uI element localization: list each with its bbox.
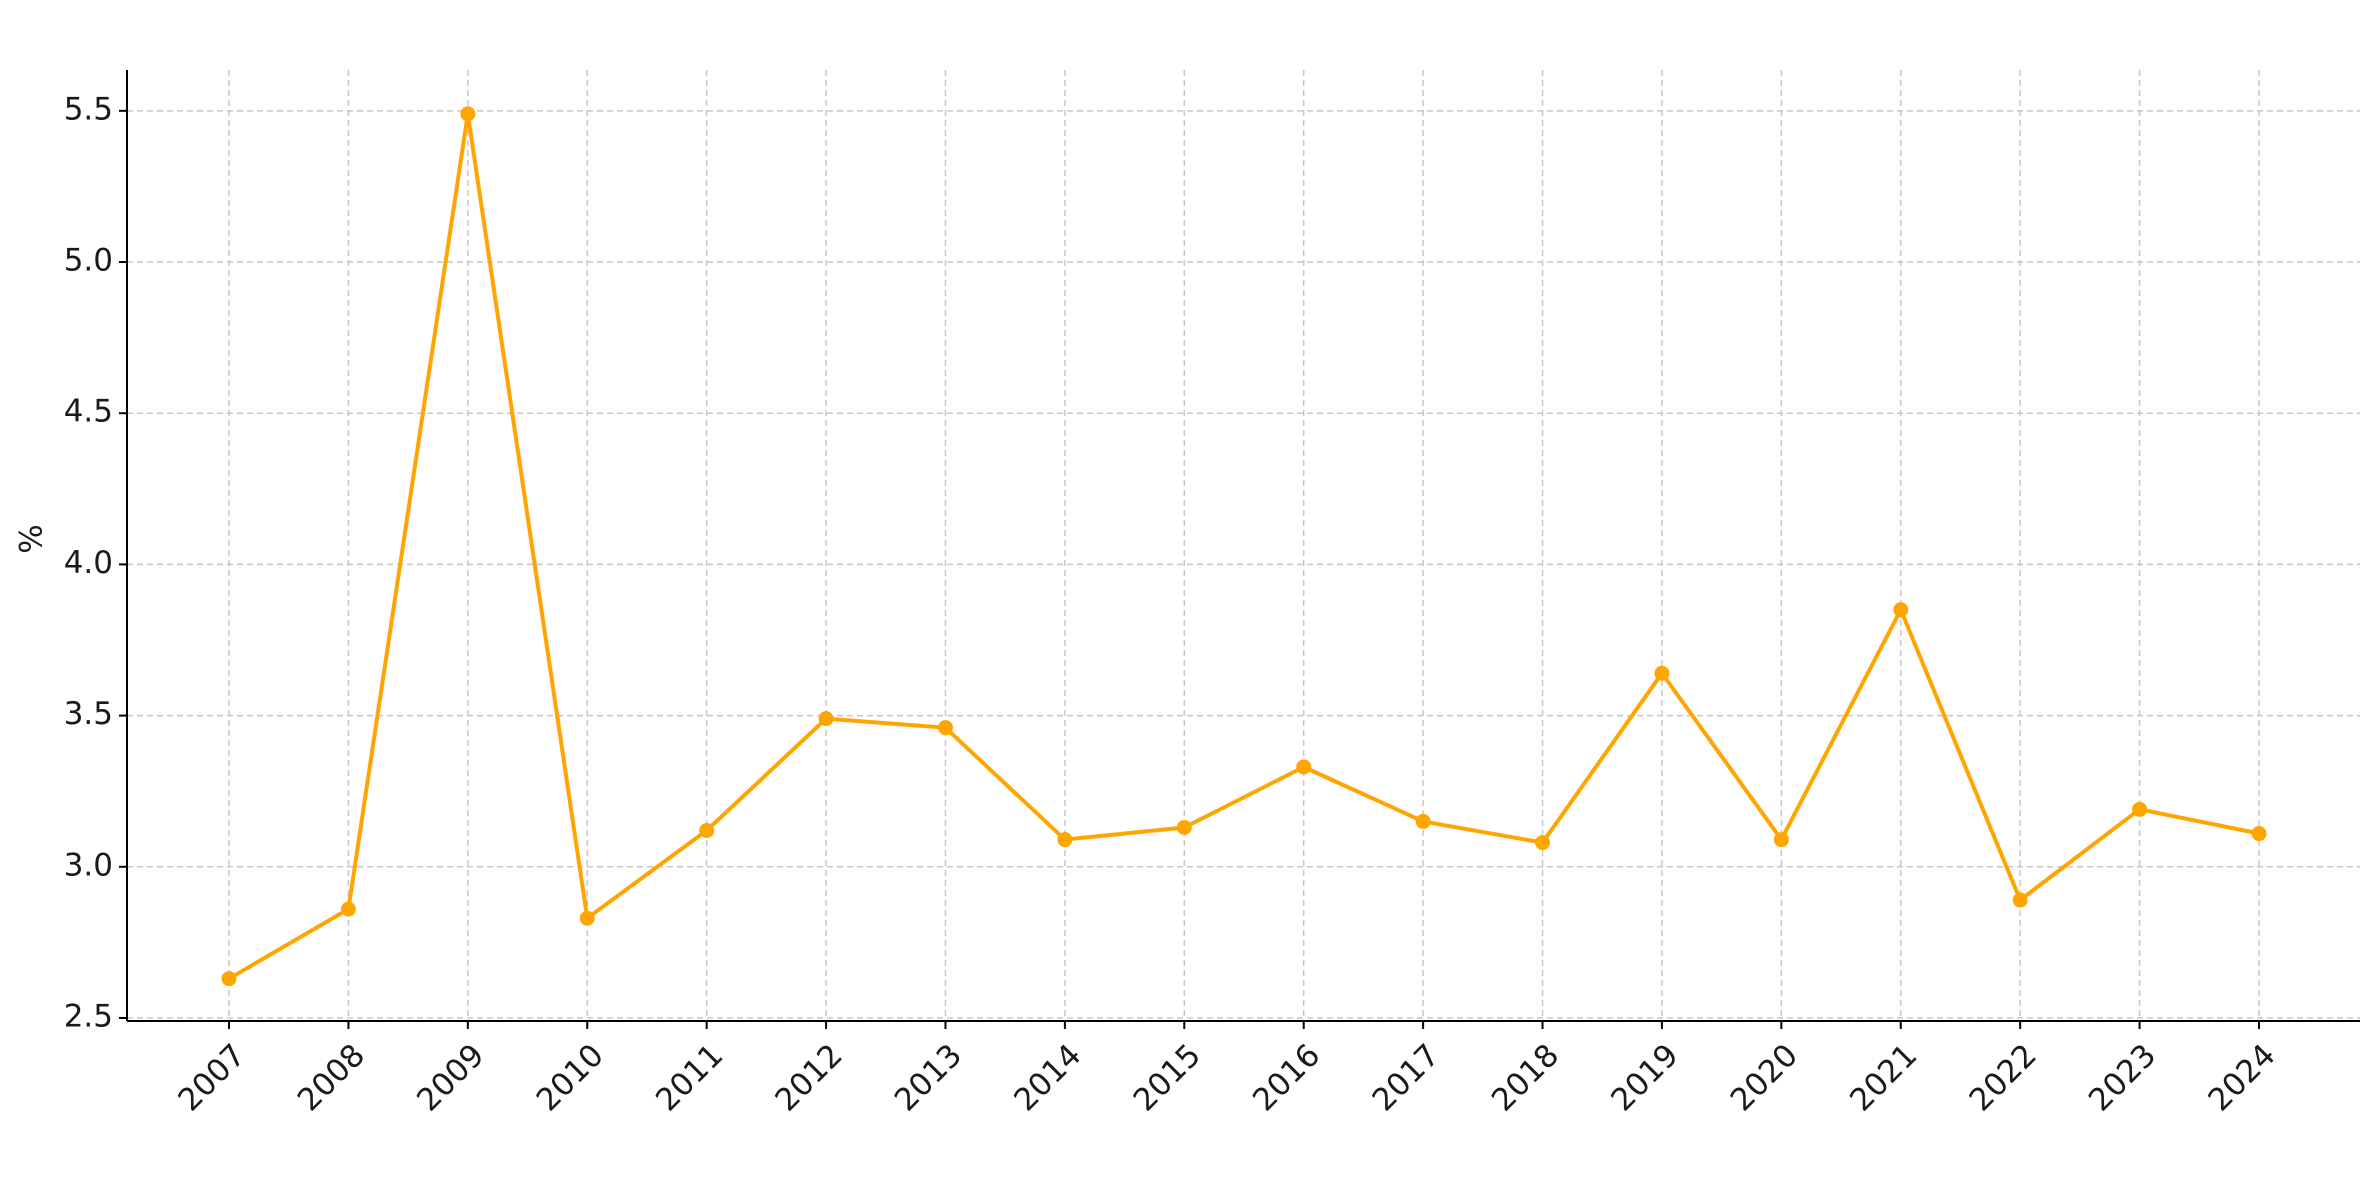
x-tick-label: 2011 [649, 1037, 730, 1118]
y-tick-label: 3.5 [64, 696, 113, 732]
x-tick-label: 2014 [1007, 1037, 1088, 1118]
y-tick-label: 2.5 [64, 998, 113, 1034]
x-tick-label: 2015 [1127, 1037, 1208, 1118]
data-point [340, 901, 356, 917]
data-point [699, 822, 715, 838]
data-point [1415, 813, 1431, 829]
x-tick-label: 2016 [1246, 1037, 1327, 1118]
data-point [937, 720, 953, 736]
x-tick-label: 2009 [410, 1037, 491, 1118]
data-point [1296, 759, 1312, 775]
x-tick-label: 2021 [1843, 1037, 1924, 1118]
y-tick-label: 4.0 [64, 545, 113, 581]
data-point [460, 106, 476, 122]
data-point [1176, 819, 1192, 835]
data-line [227, 111, 2260, 981]
y-axis-label: % [14, 524, 50, 553]
x-tick-label: 2008 [291, 1037, 372, 1118]
x-tick-label: 2024 [2201, 1037, 2282, 1118]
y-tick-label: 5.0 [64, 243, 113, 279]
data-point [1893, 602, 1909, 618]
x-tick-label: 2020 [1724, 1037, 1805, 1118]
x-tick-label: 2017 [1366, 1037, 1447, 1118]
x-tick-label: 2007 [171, 1037, 252, 1118]
x-tick-label: 2023 [2082, 1037, 2163, 1118]
data-point [1535, 835, 1551, 851]
x-tick-label: 2013 [888, 1037, 969, 1118]
y-tick-label: 4.5 [64, 394, 113, 430]
data-point [2251, 826, 2267, 842]
data-point [1654, 665, 1670, 681]
data-point [2132, 801, 2148, 817]
data-point [1057, 832, 1073, 848]
x-tick-label: 2019 [1604, 1037, 1685, 1118]
data-point [1773, 832, 1789, 848]
x-tick-label: 2018 [1485, 1037, 1566, 1118]
x-tick-label: 2012 [768, 1037, 849, 1118]
x-tick-label: 2022 [1963, 1037, 2044, 1118]
y-tick-label: 5.5 [64, 91, 113, 127]
x-tick-label: 2010 [530, 1037, 611, 1118]
data-point [2012, 892, 2028, 908]
y-tick-label: 3.0 [64, 847, 113, 883]
data-point [579, 910, 595, 926]
data-point [818, 711, 834, 727]
data-point [221, 971, 237, 987]
